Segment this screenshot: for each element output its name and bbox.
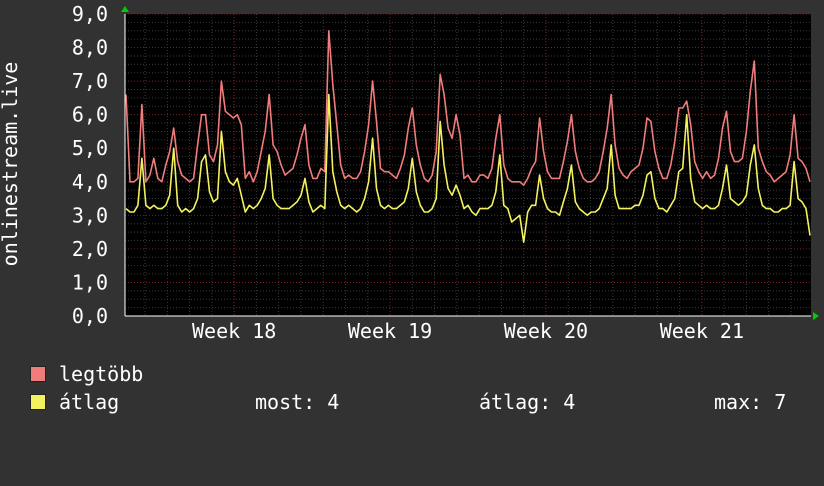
y-tick-label: 2,0: [72, 237, 108, 261]
axes: [121, 6, 819, 320]
y-tick-label: 8,0: [72, 36, 108, 60]
y-axis-arrow: [121, 6, 129, 12]
x-tick-label: Week 18: [192, 319, 276, 343]
y-tick-label: 6,0: [72, 103, 108, 127]
line-chart: 0,01,02,03,04,05,06,07,08,09,0 Week 18 We…: [0, 2, 819, 343]
y-tick-label: 0,0: [72, 304, 108, 328]
y-tick-label: 1,0: [72, 270, 108, 294]
series-layer: [125, 29, 811, 243]
y-tick-label: 4,0: [72, 170, 108, 194]
y-tick-label: 5,0: [72, 136, 108, 160]
series-line-atlag: [125, 93, 811, 243]
x-tick-label: Week 21: [660, 319, 744, 343]
x-tick-labels: Week 18 Week 19 Week 20 Week 21: [192, 319, 744, 343]
y-tick-label: 9,0: [72, 2, 108, 26]
y-axis-title: onlinestream.live: [0, 62, 22, 267]
chart-root: 0,0 1,0 2,0 3,0 4,0 5,0 6,0 7,0 8,0 9,0 Week 18 We…: [0, 2, 819, 414]
y-tick-label: 3,0: [72, 203, 108, 227]
x-tick-label: Week 20: [504, 319, 588, 343]
grid: [125, 13, 811, 317]
y-tick-labels: 0,0 1,0 2,0 3,0 4,0 5,0 6,0 7,0 8,0 9,0: [72, 2, 108, 328]
y-tick-label: 7,0: [72, 69, 108, 93]
series-line-legtobb: [125, 29, 811, 186]
x-axis-arrow: [813, 312, 819, 320]
x-tick-label: Week 19: [348, 319, 432, 343]
